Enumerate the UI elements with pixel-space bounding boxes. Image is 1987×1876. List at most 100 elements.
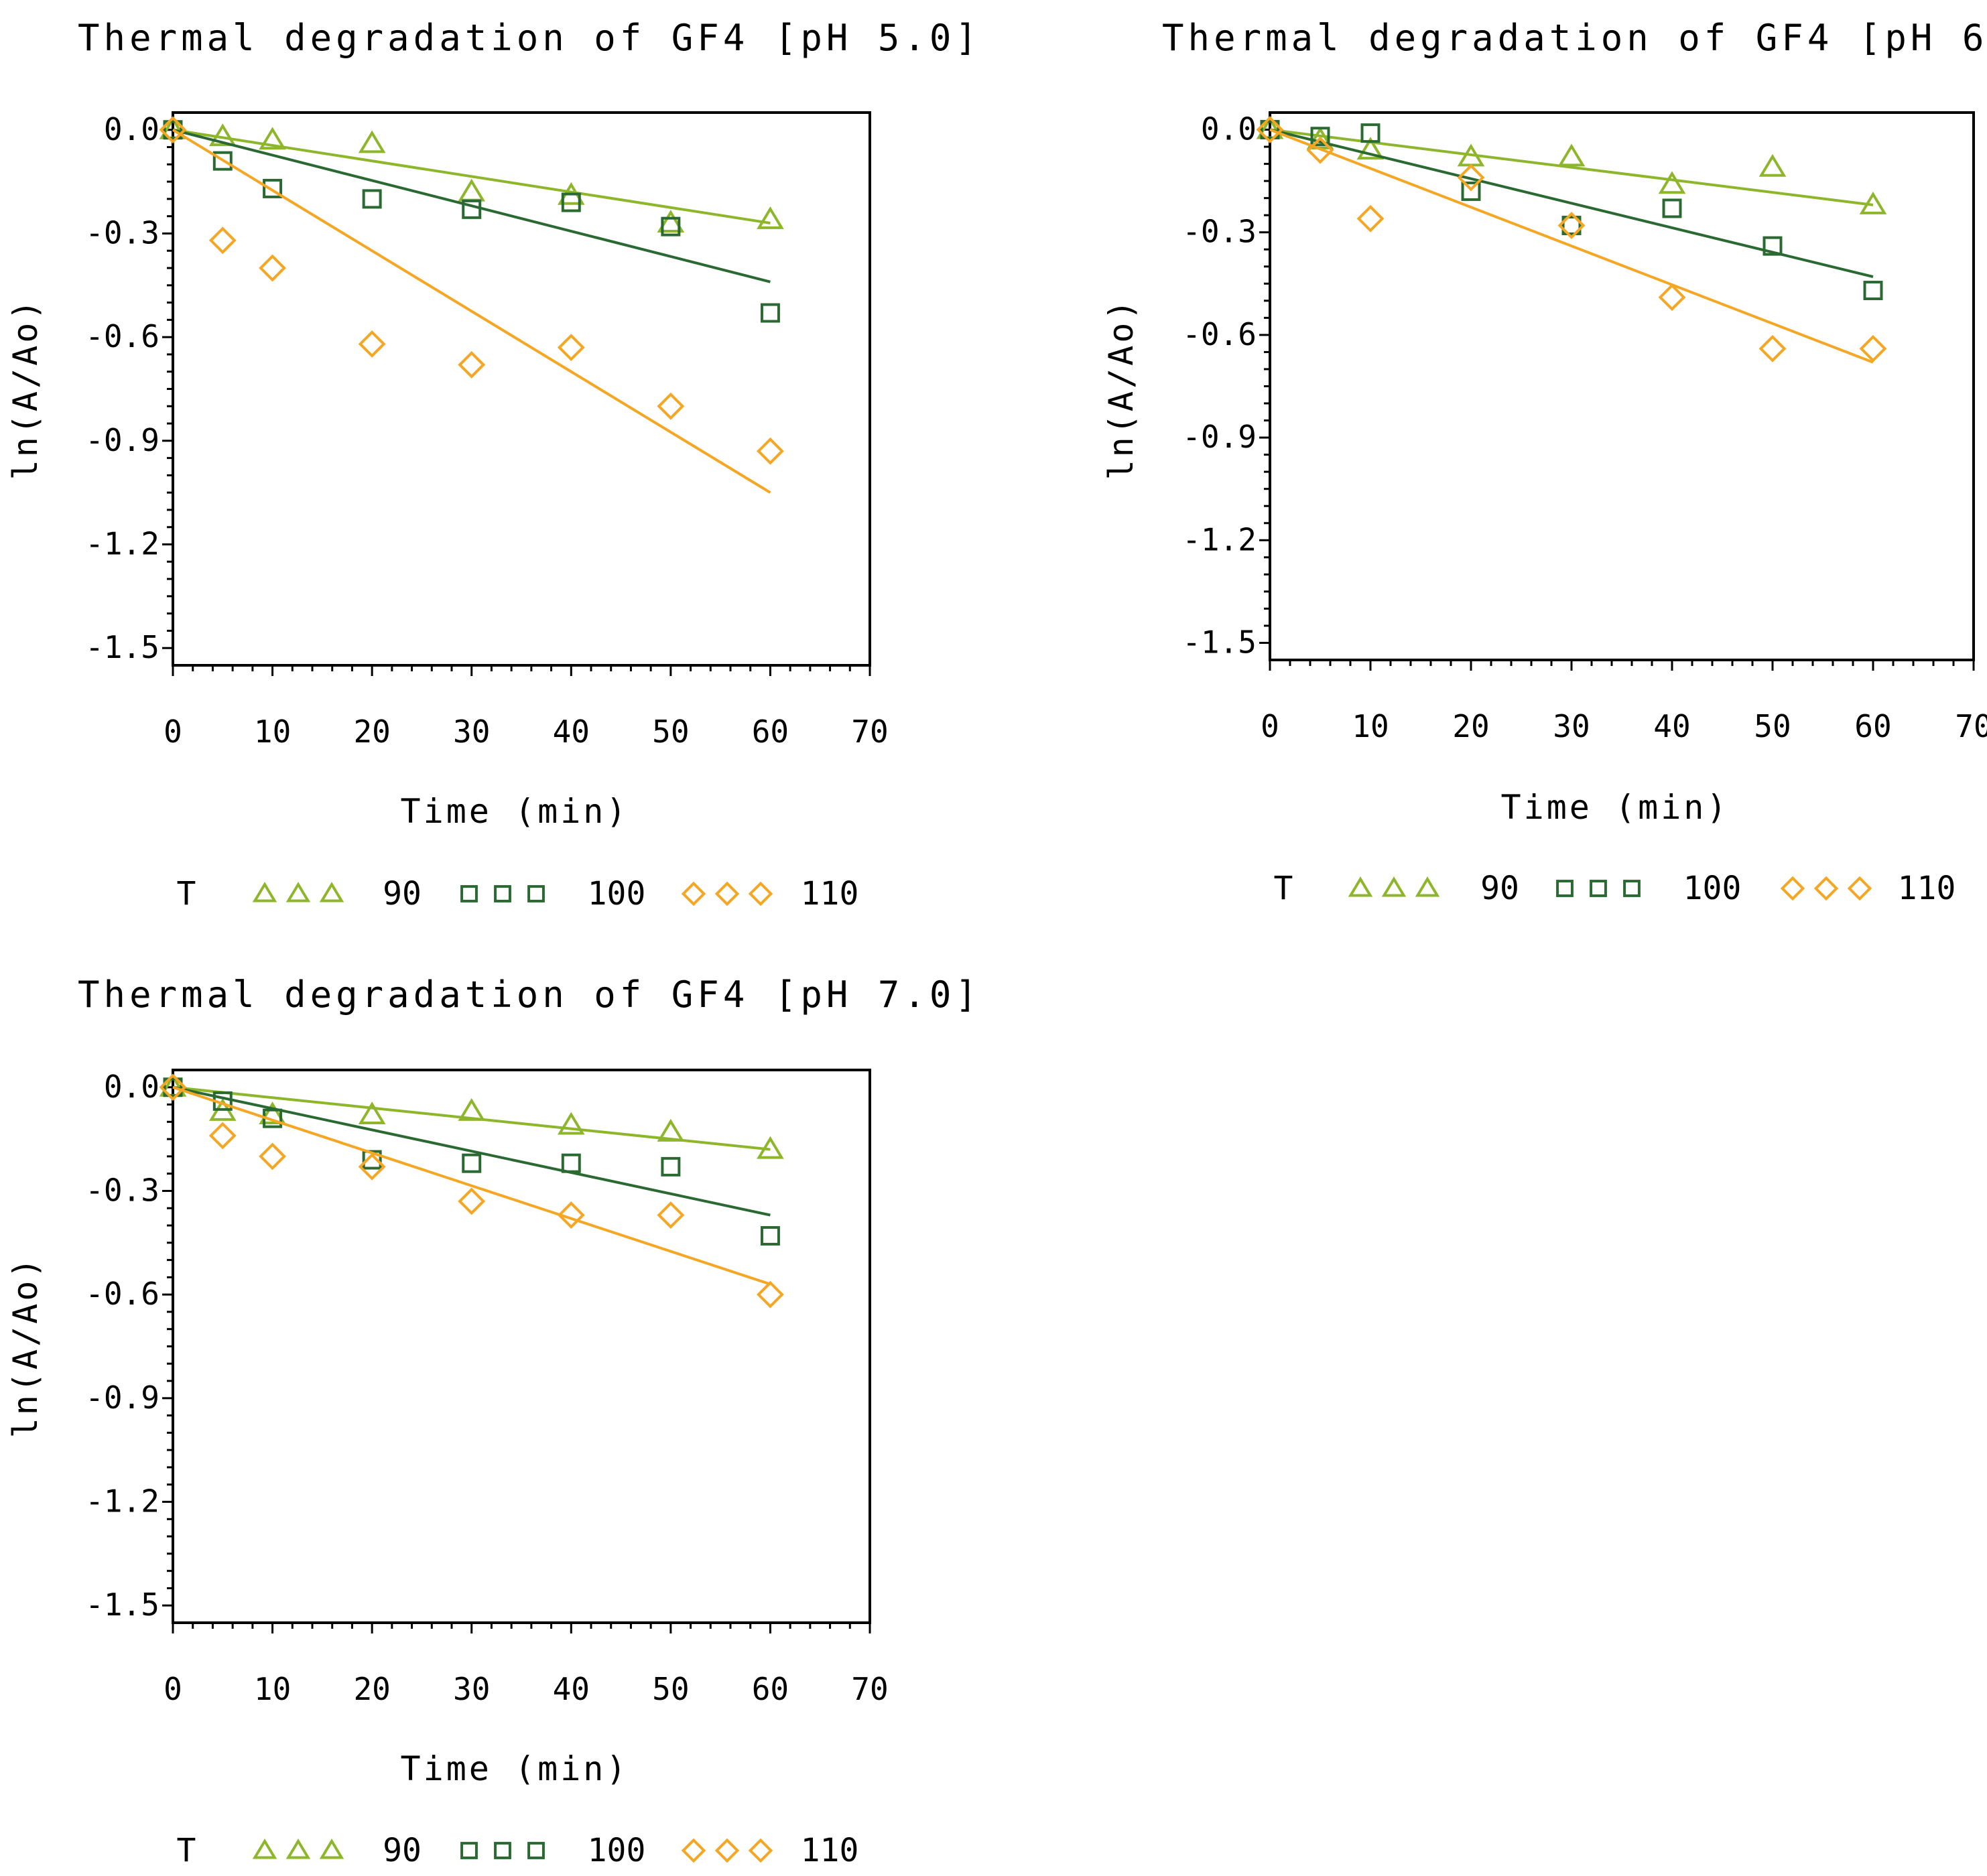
x-tick-label: 30: [1553, 708, 1590, 744]
data-point-110: [259, 1142, 286, 1170]
x-tick-label: 70: [851, 714, 888, 750]
data-point-90: [458, 178, 486, 202]
data-point-100: [661, 1156, 681, 1177]
legend-label-110: 110: [801, 875, 859, 913]
data-point-100: [661, 216, 681, 237]
data-point-110: [159, 116, 187, 144]
data-point-90: [1859, 191, 1887, 214]
x-tick-label: 60: [752, 714, 789, 750]
legend-marker-100: [527, 1842, 545, 1859]
legend-marker-90: [1381, 876, 1407, 897]
y-tick-label: -0.9: [85, 422, 159, 458]
data-point-110: [757, 437, 784, 465]
x-tick-label: 20: [353, 1671, 390, 1707]
legend: T 90 100 110: [177, 1832, 859, 1869]
chart-title: Thermal degradation of GF4 [pH 5.0]: [78, 17, 981, 59]
data-point-100: [1360, 123, 1381, 143]
legend-label-110: 110: [1898, 870, 1956, 907]
x-tick-label: 30: [453, 714, 490, 750]
data-point-110: [1356, 204, 1385, 232]
y-tick-label: -0.6: [85, 318, 159, 354]
x-tick-label: 10: [254, 714, 291, 750]
series-110: [1256, 116, 1887, 364]
data-point-100: [163, 120, 183, 140]
data-point-110: [1658, 283, 1686, 312]
legend-marker-90: [1415, 876, 1440, 897]
y-tick-label: -0.6: [85, 1276, 159, 1312]
legend-marker-110: [1780, 876, 1805, 901]
legend-marker-110: [748, 1838, 773, 1863]
y-tick-label: -0.3: [85, 214, 159, 251]
y-axis-label: ln(A/Ao): [6, 297, 45, 480]
series-90: [1256, 116, 1887, 214]
data-point-100: [1863, 281, 1883, 301]
legend-marker-100: [527, 885, 545, 902]
data-point-90: [1356, 137, 1385, 160]
legend-label-100: 100: [588, 875, 646, 913]
data-point-100: [760, 303, 780, 323]
data-point-100: [561, 1153, 581, 1173]
series-90: [159, 116, 784, 232]
series-100: [1260, 120, 1883, 301]
x-tick-label: 40: [1653, 708, 1690, 744]
data-point-90: [1557, 143, 1586, 167]
data-point-100: [1310, 127, 1330, 147]
data-point-90: [259, 1101, 286, 1125]
legend-marker-110: [1813, 876, 1839, 901]
x-tick-label: 10: [254, 1671, 291, 1707]
x-axis-label: Time (min): [400, 1749, 629, 1788]
data-point-100: [362, 189, 382, 209]
x-tick-label: 40: [553, 1671, 590, 1707]
data-point-90: [358, 130, 386, 153]
y-tick-label: -1.5: [85, 1587, 159, 1623]
y-tick-label: 0.0: [1201, 111, 1257, 147]
y-tick-label: -0.6: [1182, 316, 1257, 352]
fit-line-100: [172, 128, 771, 283]
legend-marker-110: [714, 881, 740, 907]
legend-label-90: 90: [383, 1832, 422, 1869]
y-axis-label: ln(A/Ao): [1102, 297, 1141, 480]
y-tick-label: -0.3: [85, 1172, 159, 1208]
y-axis-label: ln(A/Ao): [6, 1256, 45, 1438]
legend-marker-110: [681, 1838, 706, 1863]
data-point-90: [1658, 171, 1686, 194]
legend-marker-90: [1348, 876, 1373, 897]
legend-marker-90: [285, 882, 311, 902]
data-point-110: [458, 350, 486, 379]
x-tick-label: 60: [1854, 708, 1891, 744]
legend-marker-100: [494, 1842, 511, 1859]
x-tick-label: 50: [652, 714, 689, 750]
legend-marker-100: [460, 885, 478, 902]
legend-marker-100: [460, 1842, 478, 1859]
data-point-110: [208, 226, 237, 255]
x-tick-label: 10: [1352, 708, 1389, 744]
data-point-110: [159, 1073, 187, 1101]
legend-marker-110: [714, 1838, 740, 1863]
x-tick-label: 30: [453, 1671, 490, 1707]
data-point-100: [1561, 216, 1582, 235]
series-100: [163, 1077, 780, 1246]
legend: T 90 100 110: [177, 875, 859, 913]
chart-title: Thermal degradation of GF4 [pH 7.0]: [78, 974, 981, 1016]
series-110: [159, 116, 784, 494]
plot-frame: [1269, 111, 1975, 661]
legend-marker-100: [1556, 880, 1574, 897]
data-point-90: [557, 1112, 585, 1135]
legend-marker-90: [285, 1838, 311, 1859]
x-tick-label: 0: [1261, 708, 1279, 744]
data-point-90: [208, 123, 237, 147]
x-tick-label: 60: [752, 1671, 789, 1707]
data-point-110: [657, 392, 685, 420]
x-tick-label: 0: [164, 1671, 182, 1707]
y-tick-label: 0.0: [104, 1069, 159, 1105]
y-tick-label: -1.2: [85, 526, 159, 562]
plot-frame: [172, 111, 871, 667]
data-point-110: [557, 334, 585, 362]
legend-marker-100: [1590, 880, 1607, 897]
y-tick-label: -1.5: [85, 629, 159, 665]
data-point-90: [757, 1136, 784, 1159]
legend-marker-110: [1847, 876, 1872, 901]
legend-marker-90: [319, 882, 344, 902]
fit-line-100: [172, 1085, 771, 1217]
data-point-110: [1306, 136, 1334, 164]
